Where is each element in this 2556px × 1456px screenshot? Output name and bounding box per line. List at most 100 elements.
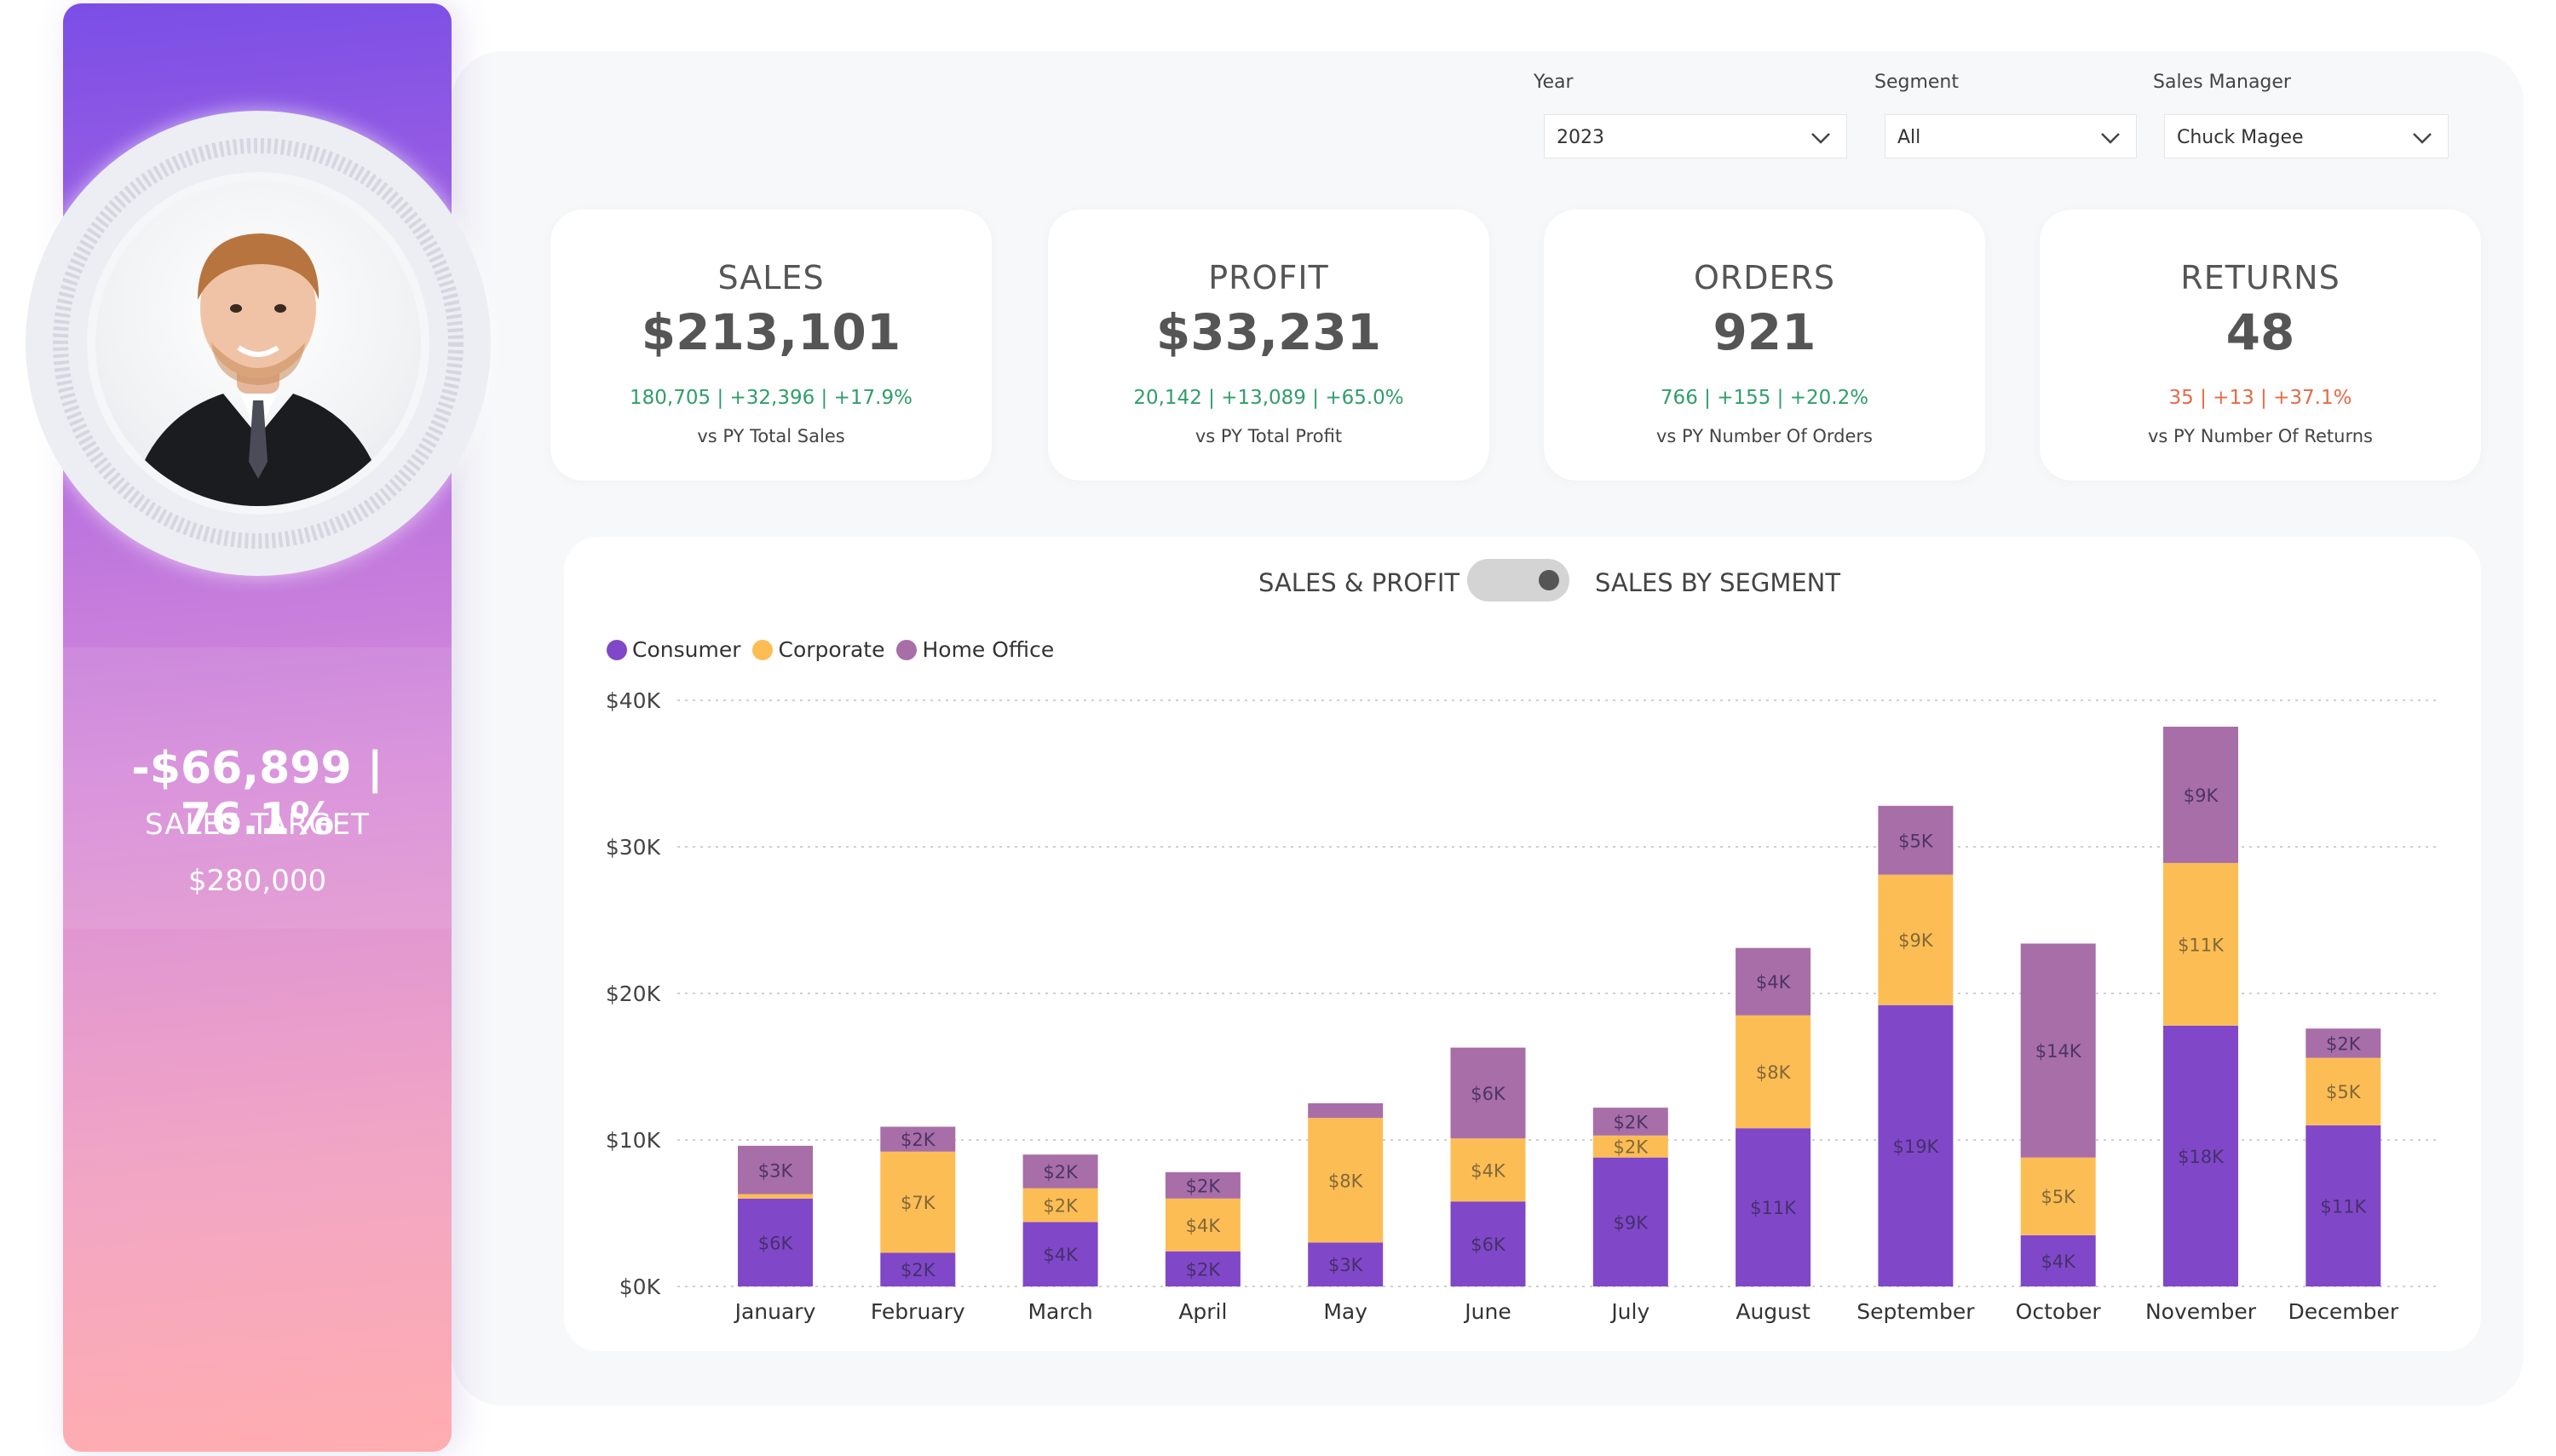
bar-data-label: $4K (2041, 1252, 2076, 1272)
legend-dot-corporate (752, 639, 774, 660)
bar-data-label: $19K (1892, 1137, 1939, 1157)
bar-segment (880, 1126, 956, 1152)
bar-data-label: $5K (2326, 1082, 2362, 1102)
kpi-delta: 20,142 | +13,089 | +65.0% (1133, 387, 1404, 409)
manager-dropdown[interactable]: Chuck Magee (2164, 114, 2449, 158)
toggle-label-sales-by-segment[interactable]: SALES BY SEGMENT (1595, 568, 1841, 597)
avatar-ring (26, 111, 491, 576)
bar-data-label: $4K (1471, 1160, 1506, 1181)
bar-segment (738, 1198, 813, 1286)
kpi-subtitle: vs PY Number Of Returns (2147, 426, 2373, 446)
y-tick-label: $0K (619, 1275, 661, 1299)
chevron-down-icon (1811, 133, 1830, 144)
legend-item-home-office[interactable]: Home Office (896, 637, 1054, 662)
sidebar: -$66,899 | 76.1% SALES TARGET $280,000 (26, 3, 491, 1452)
bar-segment (1450, 1138, 1526, 1202)
bar-segment (1592, 1157, 1668, 1286)
bar-segment (1450, 1047, 1526, 1139)
kpi-subtitle: vs PY Number Of Orders (1656, 426, 1873, 446)
bar-segment (2306, 1028, 2381, 1058)
bar-data-label: $3K (758, 1160, 794, 1181)
bar-segment (880, 1252, 956, 1286)
kpi-title: ORDERS (1693, 259, 1836, 296)
x-tick-label: January (734, 1299, 816, 1324)
chevron-down-icon (2413, 133, 2432, 144)
bar-segment (2020, 1157, 2096, 1235)
y-tick-label: $40K (606, 688, 661, 713)
target-value: $280,000 (187, 864, 327, 898)
kpi-delta: 180,705 | +32,396 | +17.9% (630, 387, 912, 409)
bar-segment (2020, 943, 2096, 1158)
x-tick-label: August (1736, 1299, 1810, 1324)
person-photo-icon (130, 233, 387, 506)
kpi-card-orders: ORDERS 921 766 | +155 | +20.2% vs PY Num… (1544, 210, 1985, 481)
kpi-card-sales: SALES $213,101 180,705 | +32,396 | +17.9… (550, 210, 992, 481)
bar-segment (2163, 726, 2238, 863)
x-tick-label: July (1609, 1299, 1649, 1324)
bar-data-label: $5K (1898, 831, 1934, 851)
bar-data-label: $2K (2326, 1033, 2362, 1054)
kpi-card-profit: PROFIT $33,231 20,142 | +13,089 | +65.0%… (1048, 210, 1489, 481)
bar-data-label: $2K (901, 1260, 936, 1280)
bar-segment (1308, 1118, 1384, 1243)
bar-data-label: $4K (1186, 1216, 1222, 1236)
bar-segment (1022, 1188, 1098, 1223)
kpi-title: SALES (717, 259, 825, 296)
bar-segment (1308, 1103, 1384, 1119)
bar-segment (1022, 1222, 1098, 1286)
x-tick-label: October (2016, 1299, 2102, 1324)
bar-segment (2163, 862, 2238, 1026)
bar-segment (1165, 1198, 1241, 1252)
bar-segment (738, 1194, 813, 1199)
x-tick-label: September (1857, 1299, 1975, 1324)
year-filter-label: Year (1534, 72, 1574, 93)
kpi-value: $213,101 (641, 303, 901, 361)
x-tick-label: May (1323, 1299, 1367, 1324)
y-tick-label: $30K (606, 835, 661, 860)
bar-segment (1165, 1171, 1241, 1199)
bar-data-label: $9K (2184, 786, 2219, 806)
kpi-value: 48 (2225, 303, 2295, 361)
kpi-delta: 35 | +13 | +37.1% (2168, 387, 2352, 409)
bar-data-label: $8K (1328, 1171, 1364, 1191)
manager-dropdown-value: Chuck Magee (2177, 127, 2304, 148)
x-tick-label: November (2145, 1299, 2257, 1324)
year-dropdown[interactable]: 2023 (1544, 114, 1847, 158)
bar-segment (1592, 1108, 1668, 1136)
bar-segment (1308, 1242, 1384, 1286)
y-tick-label: $10K (606, 1128, 661, 1153)
bar-segment (1736, 1128, 1811, 1286)
bar-data-label: $6K (1471, 1234, 1506, 1255)
bar-segment (1165, 1251, 1241, 1286)
x-tick-label: June (1463, 1299, 1511, 1324)
bar-data-label: $6K (1471, 1084, 1506, 1104)
bar-data-label: $9K (1614, 1212, 1649, 1233)
bar-data-label: $3K (1328, 1255, 1364, 1275)
bar-segment (2163, 1025, 2238, 1286)
x-tick-label: February (871, 1299, 965, 1324)
legend-label: Consumer (632, 637, 741, 662)
bar-data-label: $4K (1043, 1245, 1079, 1265)
bar-data-label: $2K (1186, 1176, 1222, 1196)
segment-dropdown[interactable]: All (1885, 114, 2137, 158)
x-tick-label: March (1028, 1299, 1092, 1324)
view-toggle-switch[interactable] (1467, 559, 1569, 601)
bar-segment (1878, 1004, 1954, 1286)
bar-data-label: $5K (2041, 1187, 2076, 1207)
bar-segment (2306, 1125, 2381, 1286)
bar-data-label: $11K (1750, 1198, 1797, 1218)
kpi-value: 921 (1713, 303, 1816, 361)
legend-item-corporate[interactable]: Corporate (752, 637, 884, 662)
bar-data-label: $2K (1614, 1137, 1649, 1158)
legend-label: Corporate (778, 637, 885, 662)
legend-item-consumer[interactable]: Consumer (607, 637, 740, 662)
toggle-label-sales-profit[interactable]: SALES & PROFIT (1258, 568, 1460, 597)
segment-dropdown-value: All (1897, 127, 1921, 148)
bar-segment (1878, 805, 1954, 875)
bar-data-label: $2K (1043, 1196, 1079, 1217)
bar-segment (1450, 1201, 1526, 1286)
manager-filter-label: Sales Manager (2153, 72, 2291, 93)
bar-segment (1592, 1135, 1668, 1158)
kpi-card-returns: RETURNS 48 35 | +13 | +37.1% vs PY Numbe… (2040, 210, 2481, 481)
